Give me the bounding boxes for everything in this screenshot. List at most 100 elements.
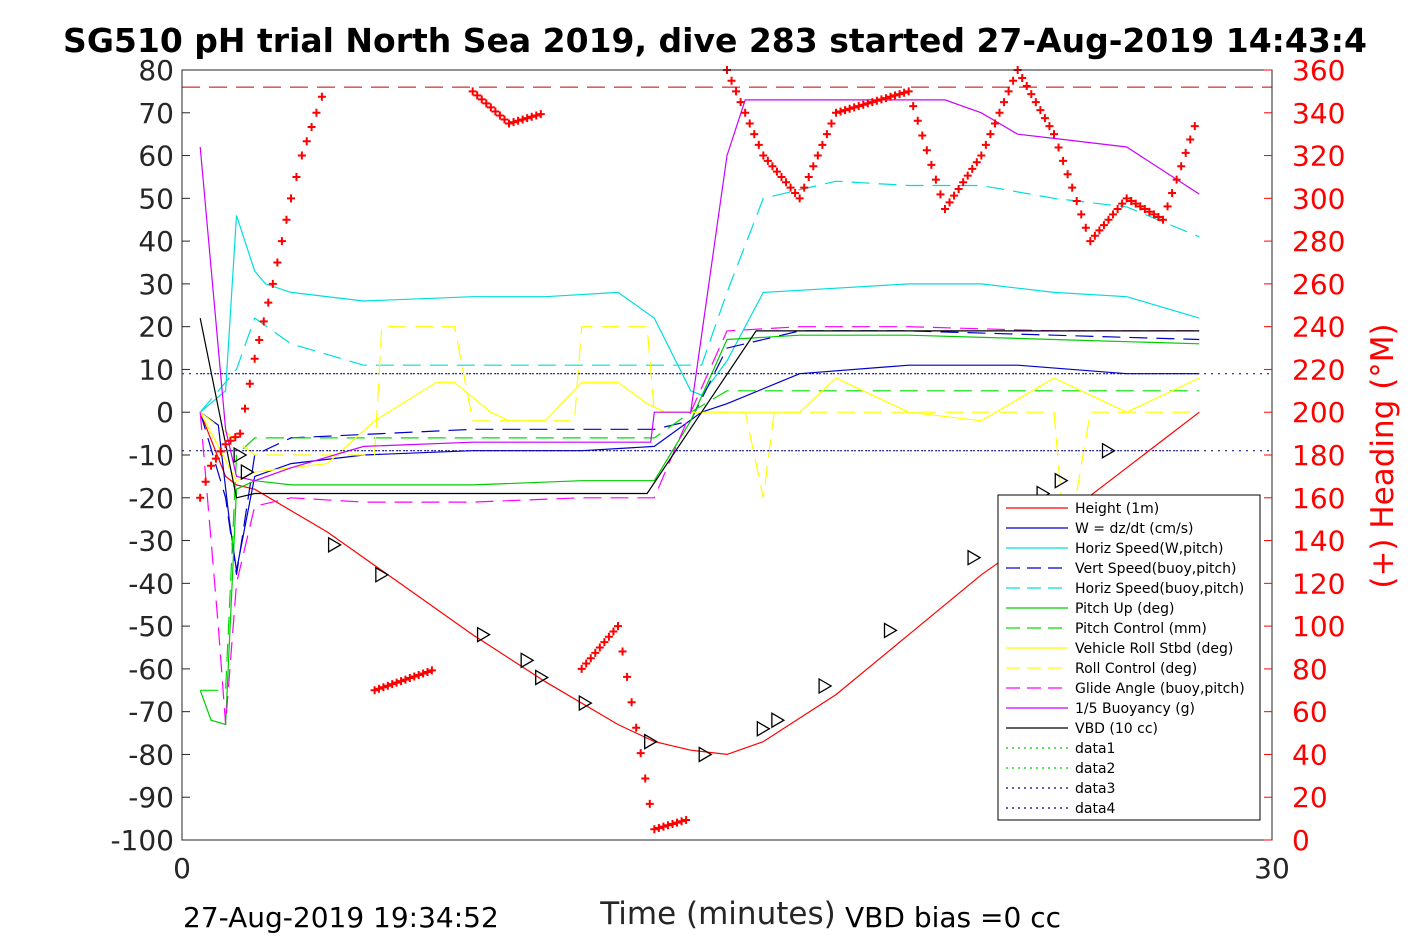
heading-point [977,151,986,160]
legend: Height (1m) W = dz/dt (cm/s) Horiz Speed(W… [997,494,1261,821]
heading-point [813,151,822,160]
heading-point [591,648,600,657]
heading-point [527,112,536,121]
heading-point [800,183,809,192]
heading-point [1159,215,1167,224]
heading-point [1113,205,1122,214]
heading-point [845,104,854,113]
heading-point [654,823,663,832]
heading-point [745,119,754,128]
heading-point [595,643,604,652]
y-right-tick-label: 40 [1292,738,1328,771]
heading-point [401,675,410,684]
y-tick-label: -80 [128,738,174,771]
y-right-tick-label: 280 [1292,225,1345,258]
heading-point [1163,202,1172,211]
heading-point [505,119,513,128]
heading-point [473,91,482,100]
marker-triangle [883,622,898,639]
heading-point [741,108,750,117]
heading-point [1118,199,1127,208]
heading-point [1181,148,1190,157]
series-1-5-buoyancy-g [199,99,1200,482]
heading-point [1104,215,1113,224]
heading-point [1027,90,1036,99]
y-axis-label-right: (+) Heading (°M) [1365,323,1401,588]
heading-point [1168,188,1177,197]
heading-point [1109,210,1118,219]
y-right-tick-label: 200 [1292,396,1345,429]
heading-point [759,151,768,160]
y-tick-label: -100 [110,824,174,857]
y-right-tick-label: 180 [1292,439,1345,472]
heading-point [673,818,682,827]
heading-point [523,114,532,123]
y-right-tick-label: 120 [1292,567,1345,600]
heading-point [836,107,845,116]
heading-point [1090,231,1099,240]
legend-label-data1: data1 [1075,741,1115,757]
heading-point [659,822,668,831]
marker-triangle [644,733,658,750]
heading-point [423,667,432,676]
y-tick-label: -40 [128,567,174,600]
heading-point [768,162,777,171]
heading-point [383,681,392,690]
heading-point [990,119,999,128]
heading-point [486,103,495,112]
heading-point [500,115,509,124]
y-right-tick-label: 360 [1292,54,1345,87]
y-tick-label: 30 [138,268,174,301]
heading-point [277,237,286,246]
chart-title: SG510 pH trial North Sea 2019, dive 283 … [63,21,1367,60]
heading-point [1172,175,1181,184]
marker-triangle [233,446,248,464]
heading-point [782,178,791,187]
heading-point [196,493,205,502]
y-right-tick-label: 300 [1292,182,1345,215]
heading-point [273,258,282,267]
heading-point [645,799,654,808]
heading-point [1127,197,1136,206]
heading-point [536,110,545,119]
heading-point [777,172,786,181]
y-right-tick-label: 160 [1292,482,1345,515]
heading-point [827,119,836,128]
heading-point [532,111,541,120]
heading-point [623,672,632,681]
heading-point [931,175,940,184]
heading-point [627,698,636,707]
marker-triangle [535,669,549,686]
heading-point [307,123,316,132]
y-right-tick-label: 340 [1292,97,1345,130]
footer-timestamp: 27-Aug-2019 19:34:52 [183,901,499,934]
y-right-tick-label: 260 [1292,268,1345,301]
legend-label-data3: data3 [1075,781,1115,797]
heading-point [850,103,859,112]
heading-point [604,632,613,641]
y-tick-label: 70 [138,97,174,130]
heading-point [582,659,591,668]
heading-point [663,821,672,830]
heading-point [772,167,781,176]
heading-point [1072,197,1081,206]
heading-point [388,680,397,689]
heading-point [312,108,321,117]
heading-point [240,404,249,413]
heading-point [1081,223,1090,232]
marker-triangle [756,720,771,737]
y-tick-label: 50 [138,182,174,215]
heading-point [379,683,388,692]
legend-label-pitch-control-mm: Pitch Control (mm) [1075,621,1207,637]
heading-point [922,146,931,155]
heading-point [1040,114,1049,123]
heading-point [1054,143,1063,152]
y-tick-label: -90 [128,781,174,814]
legend-label-pitch-up-deg: Pitch Up (deg) [1075,601,1174,617]
heading-point [287,194,295,203]
heading-point [1136,202,1145,211]
heading-point [226,436,235,445]
heading-point [854,102,863,111]
heading-point [1095,226,1104,235]
